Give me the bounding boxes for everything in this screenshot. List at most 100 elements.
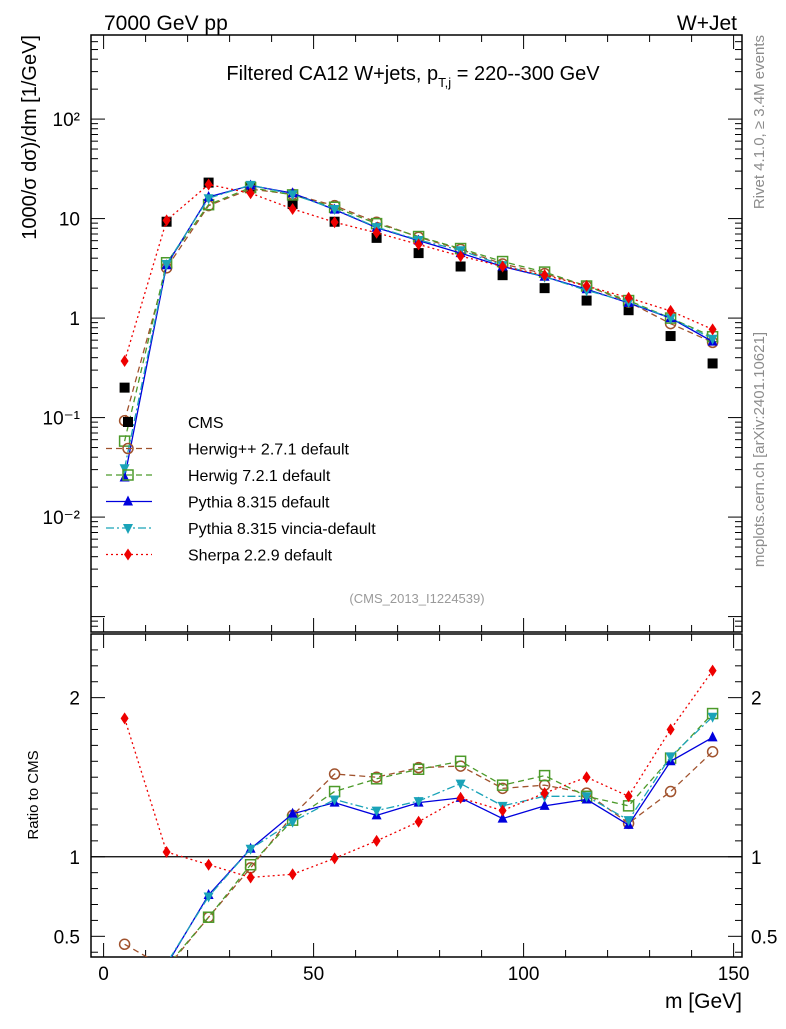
ratio-y-tick-label-right: 1 — [751, 848, 762, 869]
legend-entry-2: Herwig 7.2.1 default — [106, 468, 331, 485]
data-point — [455, 261, 466, 272]
main-plot-frame — [90, 34, 743, 633]
data-point — [119, 464, 130, 475]
ratio-y-tick-label-right: 0.5 — [751, 927, 777, 948]
main-plot-layer — [118, 177, 719, 482]
data-point — [372, 226, 381, 239]
ratio-point — [497, 812, 508, 823]
ratio-point — [538, 769, 551, 782]
ratio-point — [162, 959, 172, 969]
ratio-point — [330, 852, 339, 865]
data-point — [119, 382, 130, 393]
ratio-point — [706, 745, 719, 758]
header-right: W+Jet — [677, 12, 737, 35]
legend-marker — [123, 417, 133, 427]
legend-entry-4: Pythia 8.315 vincia-default — [106, 521, 376, 538]
legend-label: Herwig++ 2.7.1 default — [188, 442, 350, 459]
ratio-point — [582, 771, 591, 784]
data-point — [161, 259, 172, 270]
legend-label: Sherpa 2.2.9 default — [188, 548, 333, 565]
ratio-point — [120, 966, 130, 976]
data-point — [708, 323, 717, 336]
ratio-point — [246, 871, 255, 884]
ratio-point — [540, 787, 549, 800]
y-tick-label: 10⁻¹ — [43, 409, 81, 430]
series-line — [123, 183, 713, 362]
ratio-point — [162, 959, 172, 969]
series-line — [123, 184, 713, 478]
data-point — [624, 291, 633, 304]
legend-marker — [123, 524, 133, 534]
ratio-point — [666, 723, 675, 736]
ratio-point — [455, 779, 466, 790]
ratio-point — [412, 763, 425, 775]
plot-title: Filtered CA12 W+jets, pT,j = 220--300 Ge… — [226, 63, 600, 90]
ratio-y-tick-label-right: 2 — [751, 689, 762, 710]
ratio-point — [454, 755, 467, 768]
ratio-point — [203, 892, 214, 903]
ratio-point — [245, 844, 256, 855]
data-point — [329, 204, 340, 215]
header-left: 7000 GeV pp — [104, 12, 228, 35]
data-point — [414, 238, 423, 251]
ratio-plot-frame — [90, 633, 743, 958]
ratio-line — [173, 713, 714, 957]
data-point — [413, 248, 424, 259]
data-point — [119, 471, 130, 482]
ratio-point — [162, 963, 172, 973]
x-tick-label: 150 — [718, 964, 750, 985]
ratio-point — [623, 816, 634, 827]
ratio-point — [371, 806, 382, 817]
ratio-plot-layer — [118, 664, 719, 976]
x-tick-label: 50 — [303, 964, 324, 985]
series-3 — [119, 179, 718, 482]
y-axis-label: 1000/σ dσ)/dm [1/GeV] — [19, 35, 41, 240]
data-point — [665, 331, 676, 342]
ratio-line — [124, 751, 714, 957]
data-point — [497, 270, 508, 281]
data-point — [203, 194, 214, 205]
x-tick-label: 0 — [98, 964, 109, 985]
data-point — [456, 250, 465, 263]
ratio-point — [372, 834, 381, 847]
ratio-point — [707, 712, 718, 723]
data-point — [245, 180, 256, 191]
x-axis-label: m [GeV] — [665, 990, 742, 1013]
legend-marker — [124, 548, 132, 561]
ratio-point — [118, 938, 131, 951]
ratio-point — [370, 773, 383, 785]
ratio-point — [204, 858, 213, 871]
ratio-point — [456, 791, 465, 804]
ratio-series-1 — [120, 707, 719, 973]
legend: CMS Herwig++ 2.7.1 default Herwig 7.2.1 de… — [106, 415, 376, 565]
x-tick-label: 100 — [508, 964, 540, 985]
data-point — [707, 358, 718, 369]
data-point — [707, 334, 718, 345]
data-point — [288, 202, 297, 215]
ratio-point — [162, 962, 172, 972]
ratio-y-tick-label: 1 — [69, 848, 80, 869]
y-tick-label: 10 — [59, 210, 80, 231]
ratio-point — [708, 664, 717, 677]
legend-label: CMS — [188, 415, 224, 432]
plot-title-main: Filtered CA12 W+jets, p — [226, 63, 438, 85]
plot-title-tail: = 220--300 GeV — [451, 63, 600, 85]
legend-label: Pythia 8.315 vincia-default — [188, 521, 376, 538]
data-point — [582, 280, 591, 293]
legend-marker — [123, 495, 133, 506]
legend-label: Pythia 8.315 default — [188, 495, 330, 512]
ratio-point — [120, 963, 130, 973]
ratio-y-tick-label: 0.5 — [54, 927, 80, 948]
ratio-point — [244, 858, 257, 871]
ratio-point — [120, 712, 129, 725]
data-point — [666, 304, 675, 317]
ratio-point — [496, 779, 509, 791]
data-point — [330, 216, 339, 229]
ratio-point — [581, 792, 592, 803]
ratio-point — [498, 804, 507, 817]
axes-layer: 0 50 100 150 10⁻² 10⁻¹ 1 10 10² 0.5 0.5 1 1 2 2 — [43, 34, 777, 985]
side-text-top: Rivet 4.1.0, ≥ 3.4M events — [751, 35, 768, 209]
data-point — [539, 283, 550, 294]
